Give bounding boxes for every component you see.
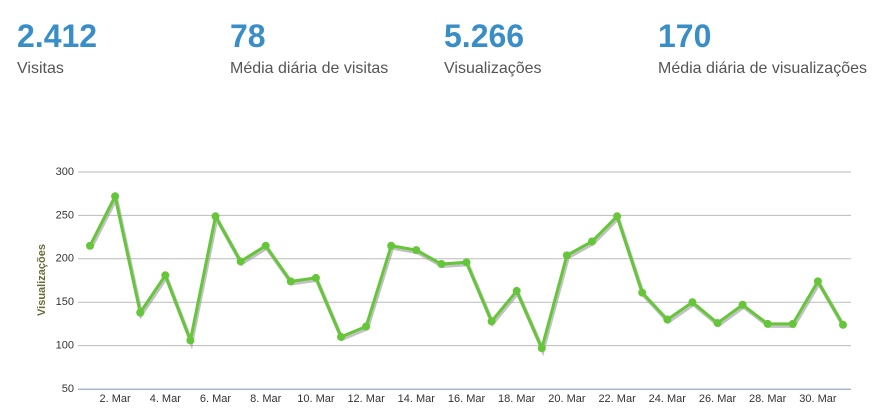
point (613, 212, 622, 221)
y-tick-label: 200 (56, 253, 74, 265)
point (261, 241, 270, 250)
x-tick-label: 12. Mar (347, 393, 385, 405)
point (788, 319, 797, 328)
x-tick-label: 20. Mar (548, 393, 586, 405)
point (813, 277, 822, 286)
point (311, 273, 320, 282)
point (86, 241, 94, 250)
point (588, 237, 596, 246)
point (211, 212, 220, 221)
point (161, 271, 170, 280)
y-tick-label: 150 (56, 296, 74, 308)
point (663, 315, 672, 324)
stat-value: 170 (658, 18, 712, 54)
point (537, 344, 546, 353)
point (487, 317, 496, 326)
line (88, 194, 845, 350)
stat: 2.412 Visitas (17, 16, 97, 80)
point (562, 251, 571, 260)
x-tick-label: 26. Mar (699, 393, 737, 405)
x-tick-label: 2. Mar (100, 393, 132, 405)
x-tick-label: 16. Mar (448, 393, 486, 405)
stat-label: Visitas (17, 60, 64, 77)
stat-label: Média diária de visualizações (658, 60, 867, 77)
point (713, 319, 722, 328)
x-tick-label: 28. Mar (749, 393, 787, 405)
point (763, 319, 772, 328)
x-tick-label: 18. Mar (498, 393, 536, 405)
x-tick-label: 6. Mar (200, 393, 232, 405)
y-tick-label: 100 (56, 340, 74, 352)
stat: 78 Média diária de visitas (230, 16, 388, 80)
stat-value: 2.412 (17, 18, 98, 54)
x-tick-label: 30. Mar (799, 393, 837, 405)
point (111, 192, 120, 201)
x-tick-label: 14. Mar (398, 393, 436, 405)
point (638, 288, 647, 297)
stat: 5.266 Visualizações (444, 16, 542, 80)
point (362, 322, 371, 331)
point (186, 336, 195, 345)
x-tick-label: 4. Mar (150, 393, 182, 405)
point (437, 260, 446, 269)
point (136, 308, 145, 317)
y-tick-label: 300 (56, 166, 74, 178)
y-tick-label: 50 (62, 383, 74, 395)
point (462, 258, 471, 267)
x-tick-label: 8. Mar (250, 393, 282, 405)
stat-label: Visualizações (444, 60, 542, 77)
point (512, 286, 521, 295)
point (839, 320, 847, 329)
point (286, 277, 295, 286)
y-axis-label: Visualizações (36, 244, 48, 316)
x-tick-label: 22. Mar (598, 393, 636, 405)
point (688, 298, 697, 307)
x-tick-label: 24. Mar (649, 393, 687, 405)
point (412, 246, 421, 255)
point (387, 241, 396, 250)
x-tick-label: 10. Mar (297, 393, 335, 405)
stat-label: Média diária de visitas (230, 60, 389, 77)
stat-value: 5.266 (444, 18, 525, 54)
point (337, 332, 345, 341)
point (738, 300, 747, 309)
stat-value: 78 (230, 18, 266, 54)
stat: 170 Média diária de visualizações (658, 16, 867, 80)
y-tick-label: 250 (56, 209, 74, 221)
point (236, 257, 245, 266)
